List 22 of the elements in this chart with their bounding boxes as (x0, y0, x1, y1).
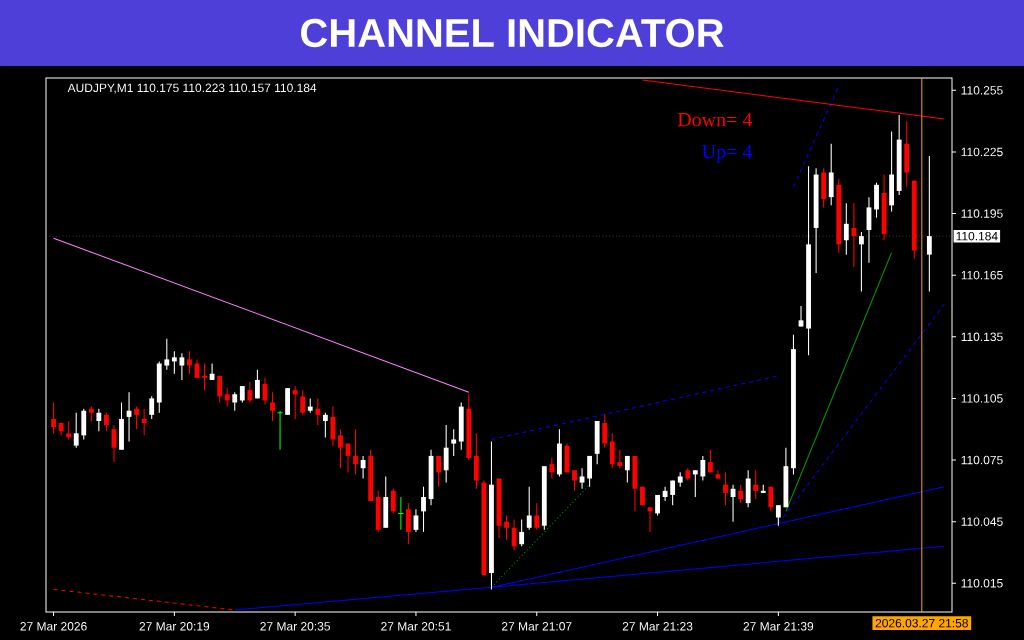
x-tick-label: 27 Mar 20:19 (139, 622, 210, 631)
ref-line-label: 2026.03.27 21:58 (875, 618, 968, 628)
x-tick-label: 27 Mar 21:07 (502, 622, 572, 631)
y-tick-label: 110.075 (961, 455, 1003, 465)
ref-line-label: 110.184 (956, 231, 998, 241)
x-tick-label: 27 Mar 20:35 (260, 622, 330, 631)
chart-title: CHANNEL INDICATOR (301, 18, 724, 48)
x-tick-label: 27 Mar 21:23 (622, 622, 693, 631)
annotation: Up= 4 (702, 145, 753, 163)
y-tick-label: 110.135 (961, 332, 1003, 342)
y-tick-label: 110.015 (961, 578, 1003, 588)
y-tick-label: 110.225 (961, 147, 1003, 157)
y-tick-label: 110.255 (961, 86, 1003, 95)
chart-subtitle: AUDJPY,M1 110.175 110.223 110.157 110.184 (67, 83, 317, 94)
y-tick-label: 110.195 (961, 209, 1003, 218)
y-tick-label: 110.105 (961, 394, 1003, 403)
y-tick-label: 110.165 (961, 270, 1003, 280)
x-tick-label: 27 Mar 21:39 (743, 622, 814, 631)
x-tick-label: 27 Mar 2026 (20, 622, 87, 631)
annotation: Down= 4 (677, 112, 753, 127)
x-tick-label: 27 Mar 20:51 (381, 622, 451, 631)
y-tick-label: 110.045 (961, 517, 1003, 526)
